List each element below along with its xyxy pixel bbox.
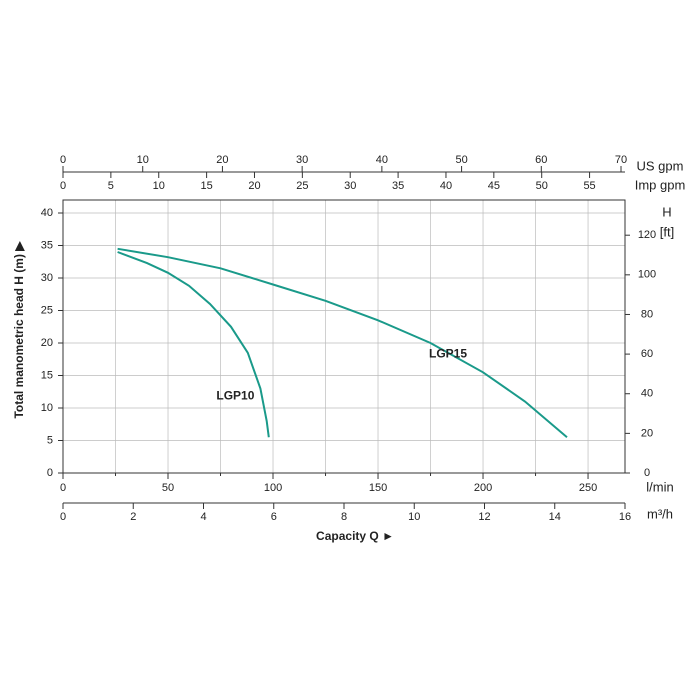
x-tick-label: 2 <box>130 511 136 523</box>
x-tick-label: 40 <box>376 154 388 166</box>
x-tick-label: 0 <box>60 511 66 523</box>
y2-unit: [ft] <box>660 224 674 239</box>
x-tick-label: 6 <box>271 511 277 523</box>
y-axis-title: Total manometric head H (m) ▶ <box>12 241 26 419</box>
y2-tick-label: 80 <box>641 308 653 320</box>
y2-tick-label: 100 <box>638 269 656 281</box>
x-tick-label: 50 <box>455 154 467 166</box>
x-axis-unit: m³/h <box>647 506 673 521</box>
y-tick-label: 30 <box>41 272 53 284</box>
y-tick-label: 25 <box>41 304 53 316</box>
series-label: LGP15 <box>429 346 467 360</box>
x-tick-label: 0 <box>60 180 66 192</box>
y2-tick-label: 20 <box>641 427 653 439</box>
x-axis-unit: US gpm <box>637 158 684 173</box>
x-tick-label: 40 <box>440 180 452 192</box>
x-tick-label: 14 <box>549 511 561 523</box>
y-tick-label: 10 <box>41 402 53 414</box>
y-tick-label: 35 <box>41 239 53 251</box>
x-tick-label: 0 <box>60 154 66 166</box>
x-tick-label: 15 <box>200 180 212 192</box>
x-tick-label: 45 <box>488 180 500 192</box>
x-tick-label: 50 <box>536 180 548 192</box>
x-tick-label: 4 <box>200 511 206 523</box>
x-tick-label: 55 <box>583 180 595 192</box>
x-tick-label: 30 <box>296 154 308 166</box>
series-label: LGP10 <box>216 389 254 403</box>
y2-tick-label: 0 <box>644 467 650 479</box>
y-tick-label: 5 <box>47 434 53 446</box>
x-tick-label: 10 <box>153 180 165 192</box>
y-tick-label: 15 <box>41 369 53 381</box>
x-tick-label: 50 <box>162 482 174 494</box>
y2-tick-label: 60 <box>641 348 653 360</box>
x-tick-label: 60 <box>535 154 547 166</box>
curve <box>117 251 270 438</box>
x-tick-label: 70 <box>615 154 627 166</box>
x-tick-label: 8 <box>341 511 347 523</box>
x-tick-label: 10 <box>408 511 420 523</box>
x-tick-label: 20 <box>216 154 228 166</box>
x-axis-title: Capacity Q ► <box>316 529 394 543</box>
x-tick-label: 35 <box>392 180 404 192</box>
x-tick-label: 20 <box>248 180 260 192</box>
x-tick-label: 0 <box>60 482 66 494</box>
x-tick-label: 250 <box>579 482 597 494</box>
x-tick-label: 25 <box>296 180 308 192</box>
x-axis-unit: Imp gpm <box>635 177 686 192</box>
x-axis-unit: l/min <box>646 479 673 494</box>
y2-tick-label: 120 <box>638 229 656 241</box>
plot-frame <box>62 199 626 474</box>
y-tick-label: 20 <box>41 337 53 349</box>
x-tick-label: 10 <box>137 154 149 166</box>
x-tick-label: 30 <box>344 180 356 192</box>
y2-tick-label: 40 <box>641 388 653 400</box>
curve <box>117 247 568 439</box>
x-tick-label: 200 <box>474 482 492 494</box>
y-tick-label: 0 <box>47 467 53 479</box>
x-tick-label: 150 <box>369 482 387 494</box>
x-tick-label: 5 <box>108 180 114 192</box>
y-tick-label: 40 <box>41 207 53 219</box>
x-tick-label: 12 <box>478 511 490 523</box>
x-tick-label: 100 <box>264 482 282 494</box>
x-tick-label: 16 <box>619 511 631 523</box>
y2-title: H <box>662 204 671 219</box>
